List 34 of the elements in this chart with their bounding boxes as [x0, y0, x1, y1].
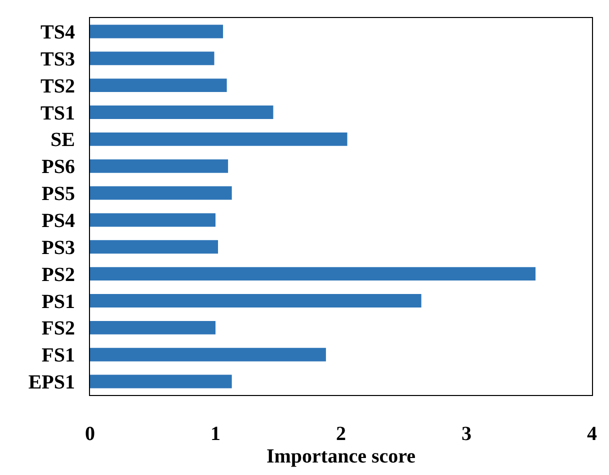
x-axis-title: Importance score: [266, 446, 416, 468]
y-tick-label: PS5: [42, 183, 75, 206]
y-tick-label: PS3: [42, 236, 75, 259]
bar: [90, 159, 228, 173]
y-tick-label: PS6: [42, 156, 75, 178]
bar: [90, 106, 274, 119]
y-tick-label: TS2: [40, 75, 75, 98]
bar: [90, 374, 232, 388]
y-tick-label: PS1: [42, 290, 75, 313]
bar: [90, 186, 232, 200]
y-tick-label: PS2: [42, 264, 75, 286]
y-tick-label: TS1: [40, 102, 75, 124]
bar: [90, 24, 224, 38]
y-tick-label: SE: [50, 129, 75, 152]
y-tick-label: TS3: [40, 48, 75, 70]
bar: [90, 320, 216, 334]
y-tick-label: FS2: [42, 318, 75, 340]
x-tick-label: 1: [210, 423, 220, 445]
bar: [90, 294, 422, 308]
x-tick-label: 3: [462, 423, 472, 445]
x-tick-label: 0: [85, 423, 95, 445]
bar: [90, 267, 536, 281]
y-tick-label: PS4: [42, 210, 75, 232]
x-tick-label: 2: [336, 423, 346, 445]
y-tick-label: TS4: [40, 21, 75, 44]
y-tick-label: EPS1: [28, 372, 75, 394]
y-tick-label: FS1: [42, 344, 75, 367]
bar: [90, 213, 216, 227]
bar: [90, 240, 218, 254]
bar: [90, 78, 227, 92]
bar: [90, 52, 214, 66]
bar: [90, 348, 326, 362]
x-tick-label: 4: [587, 423, 597, 445]
bar: [90, 132, 348, 146]
